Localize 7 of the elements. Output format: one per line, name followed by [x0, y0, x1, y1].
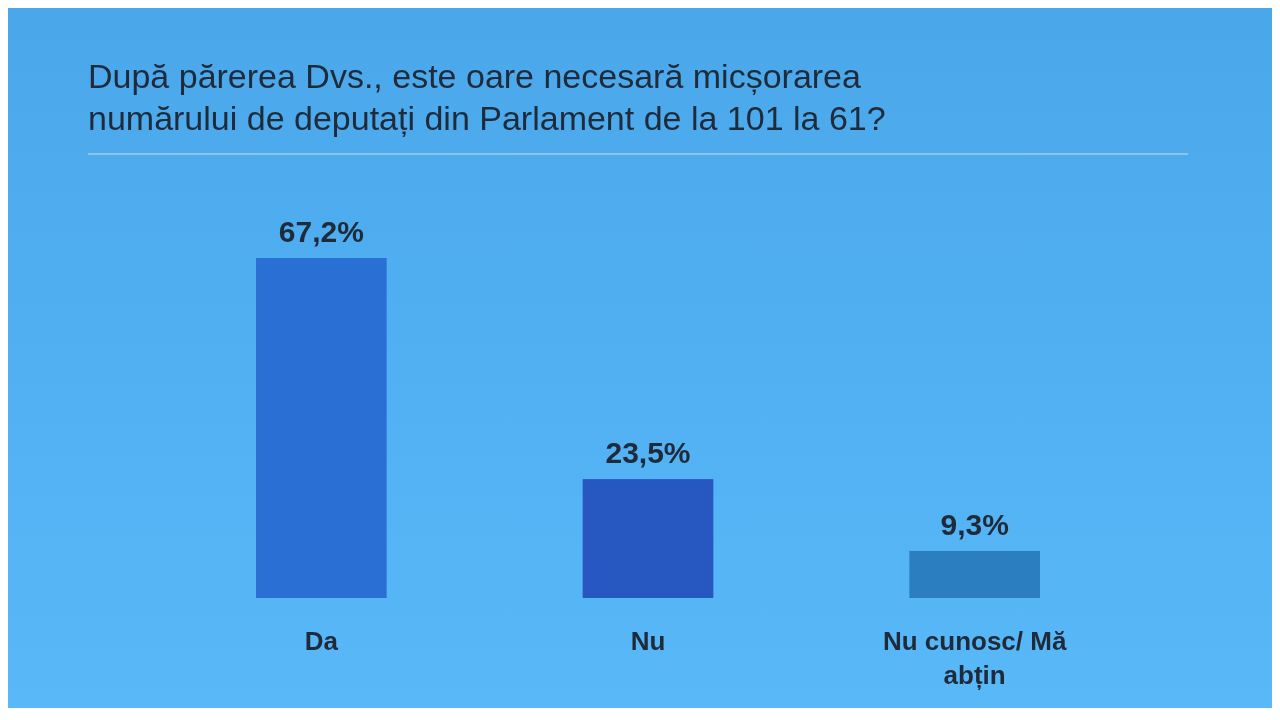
data-label: 23,5%	[605, 436, 691, 470]
x-tick-label: Nu	[630, 626, 666, 656]
x-tick-label: Nu cunosc/ Mă abțin	[882, 626, 1067, 690]
x-tick-label: Da	[304, 626, 339, 656]
chart-title: După părerea Dvs., este oare necesară micșorarea numărului de deputați din Parlament de la 101 la 61?	[88, 57, 886, 137]
data-label: 67,2%	[278, 215, 364, 248]
data-label: 9,3%	[940, 507, 1009, 541]
